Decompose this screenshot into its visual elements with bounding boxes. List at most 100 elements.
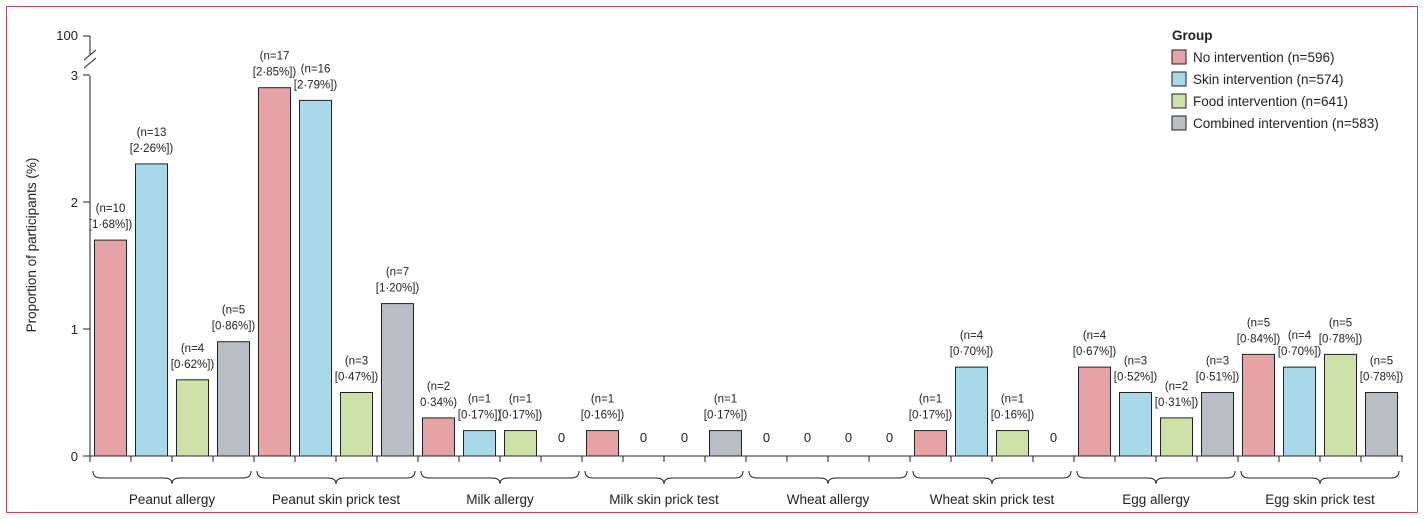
- data-label: (n=4: [1288, 330, 1312, 342]
- zero-label: 0: [763, 430, 770, 445]
- data-label: (n=1: [1001, 394, 1024, 406]
- data-label: [2·79%]): [294, 79, 338, 91]
- data-label: [1·20%]): [376, 283, 420, 295]
- category-label: Wheat allergy: [787, 492, 870, 507]
- data-labels: (n=10[1·68%])(n=13[2·26%])(n=4[0·62%])(n…: [89, 51, 1404, 445]
- category-brace: [912, 470, 1072, 485]
- category-labels: Peanut allergy Peanut skin prick test Milk…: [129, 492, 1375, 507]
- data-label: (n=10: [96, 203, 126, 215]
- legend-label-2: Skin intervention (n=574): [1193, 72, 1343, 87]
- bar-2-8: [1283, 366, 1316, 457]
- y-ticks: 0 1 2 3: [71, 68, 90, 464]
- bar-4-8: [1365, 392, 1398, 457]
- category-label: Milk skin prick test: [609, 492, 719, 507]
- data-label: [1·68%]): [89, 219, 133, 231]
- category-label: Peanut skin prick test: [272, 492, 401, 507]
- y-axis-break-mark: [83, 49, 97, 69]
- bar-3-3: [504, 430, 537, 457]
- category-brace: [1076, 470, 1236, 485]
- data-label: 0·34%): [420, 397, 457, 409]
- category-brace: [420, 470, 580, 485]
- data-label: [0·17%]): [458, 410, 502, 422]
- bar-3-2: [340, 392, 373, 457]
- data-label: [0·17%]): [704, 410, 748, 422]
- category-label: Egg allergy: [1122, 492, 1190, 507]
- y-tick-label: 3: [71, 68, 78, 83]
- data-label: [0·70%]): [950, 346, 994, 358]
- data-label: (n=4: [1083, 330, 1107, 342]
- data-label: [0·51%]): [1196, 372, 1240, 384]
- bar-1-2: [258, 87, 291, 457]
- category-brace: [748, 470, 908, 485]
- zero-label: 0: [845, 430, 852, 445]
- bar-2-6: [955, 366, 988, 457]
- bar-3-8: [1324, 353, 1357, 457]
- legend-swatch-1: [1171, 49, 1187, 65]
- data-label: (n=13: [137, 127, 167, 139]
- legend-label-4: Combined intervention (n=583): [1193, 116, 1379, 131]
- data-label: (n=5: [222, 305, 245, 317]
- bar-1-1: [94, 239, 127, 457]
- bar-2-2: [299, 99, 332, 457]
- data-label: (n=4: [960, 330, 984, 342]
- bar-1-4: [586, 430, 619, 457]
- y-break-label: 100: [56, 28, 78, 43]
- data-label: [0·31%]): [1155, 397, 1199, 409]
- category-label: Egg skin prick test: [1265, 492, 1375, 507]
- data-label: [0·62%]): [171, 359, 215, 371]
- bar-1-7: [1078, 366, 1111, 457]
- data-label: [2·26%]): [130, 143, 174, 155]
- y-tick-label: 2: [71, 195, 78, 210]
- zero-label: 0: [681, 430, 688, 445]
- data-label: [2·85%]): [253, 67, 297, 79]
- bar-3-1: [176, 379, 209, 457]
- data-label: [0·52%]): [1114, 372, 1158, 384]
- bar-4-2: [381, 303, 414, 457]
- data-label: (n=1: [468, 394, 491, 406]
- data-label: (n=5: [1329, 317, 1352, 329]
- bar-1-8: [1242, 353, 1275, 457]
- data-label: (n=3: [345, 356, 368, 368]
- legend-swatch-3: [1171, 93, 1187, 109]
- bar-4-4: [709, 430, 742, 457]
- data-label: [0·17%]): [909, 410, 953, 422]
- bar-3-7: [1160, 417, 1193, 457]
- zero-label: 0: [886, 430, 893, 445]
- category-label: Wheat skin prick test: [930, 492, 1055, 507]
- x-ticks: [89, 456, 1403, 462]
- bar-2-3: [463, 430, 496, 457]
- bars: [94, 87, 1398, 457]
- bar-2-7: [1119, 392, 1152, 457]
- y-tick-label: 1: [71, 322, 78, 337]
- legend: Group No intervention (n=596) Skin interv…: [1171, 28, 1379, 131]
- data-label: [0·70%]): [1278, 346, 1322, 358]
- legend-label-1: No intervention (n=596): [1193, 50, 1334, 65]
- bar-2-1: [135, 163, 168, 457]
- data-label: [0·17%]): [499, 410, 543, 422]
- legend-title: Group: [1172, 28, 1213, 43]
- data-label: (n=1: [509, 394, 532, 406]
- legend-swatch-2: [1171, 71, 1187, 87]
- data-label: [0·16%]): [581, 410, 625, 422]
- data-label: (n=1: [919, 394, 942, 406]
- category-brace: [256, 470, 416, 485]
- y-tick-label: 0: [71, 449, 78, 464]
- category-brace: [584, 470, 744, 485]
- data-label: (n=3: [1124, 356, 1147, 368]
- data-label: [0·67%]): [1073, 346, 1117, 358]
- data-label: [0·16%]): [991, 410, 1035, 422]
- data-label: (n=16: [301, 63, 331, 75]
- data-label: (n=17: [260, 51, 290, 63]
- bar-1-3: [422, 417, 455, 457]
- data-label: (n=5: [1247, 317, 1270, 329]
- legend-swatch-4: [1171, 115, 1187, 131]
- zero-label: 0: [1050, 430, 1057, 445]
- category-brace: [1240, 470, 1400, 485]
- bar-3-6: [996, 430, 1029, 457]
- data-label: [0·84%]): [1237, 333, 1281, 345]
- bar-1-6: [914, 430, 947, 457]
- data-label: (n=4: [181, 343, 205, 355]
- data-label: (n=2: [1165, 381, 1188, 393]
- zero-label: 0: [804, 430, 811, 445]
- data-label: [0·47%]): [335, 372, 379, 384]
